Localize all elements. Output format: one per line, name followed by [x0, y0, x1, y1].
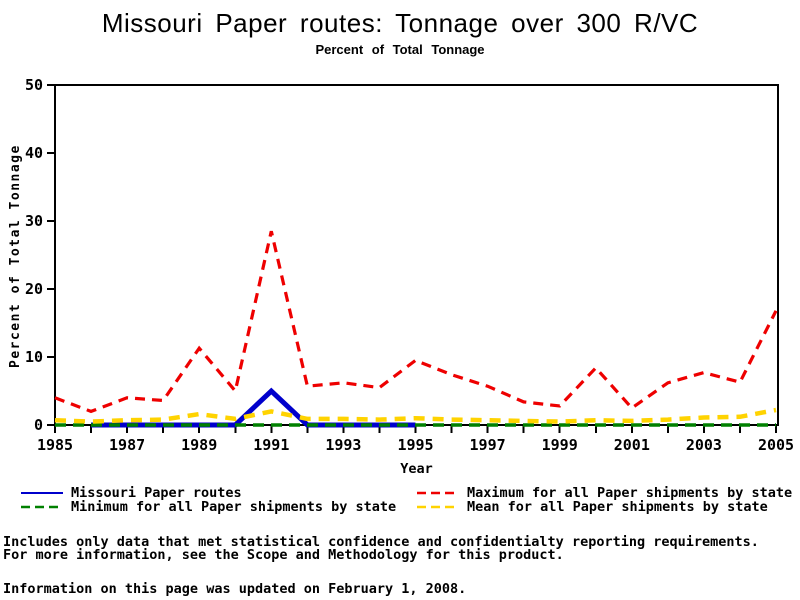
series-line-mean-for-all-paper-shipments-by-state	[54, 407, 777, 424]
y-tick-label-50: 50	[25, 76, 43, 94]
legend-swatch-minimum-line	[21, 505, 63, 509]
y-tick-label-10: 10	[25, 348, 43, 366]
legend-label-mean: Mean for all Paper shipments by state	[467, 499, 768, 515]
legend-label-missouri: Missouri Paper routes	[71, 485, 242, 501]
y-tick-label-0: 0	[34, 416, 43, 434]
x-tick-label-1999: 1999	[542, 436, 578, 454]
y-axis-label: Percent of Total Tonnage	[8, 144, 23, 368]
legend-swatch-missouri-line	[21, 492, 63, 494]
x-tick-label-1995: 1995	[397, 436, 433, 454]
legend-item-maximum: Maximum for all Paper shipments by state	[416, 485, 793, 501]
x-tick-label-1987: 1987	[109, 436, 145, 454]
footer-note-line2: For more information, see the Scope and …	[3, 547, 564, 563]
x-tick-label-2001: 2001	[614, 436, 650, 454]
legend-label-maximum: Maximum for all Paper shipments by state	[467, 485, 793, 501]
legend-item-missouri-paper-routes: Missouri Paper routes	[20, 485, 242, 501]
chart-title: Missouri Paper routes: Tonnage over 300 …	[101, 8, 699, 38]
legend-swatch-maximum-line	[417, 491, 459, 495]
x-tick-label-2005: 2005	[758, 436, 794, 454]
legend-label-minimum: Minimum for all Paper shipments by state	[71, 499, 397, 515]
x-tick-label-1997: 1997	[470, 436, 506, 454]
x-axis-label: Year	[400, 461, 433, 477]
y-tick-label-30: 30	[25, 212, 43, 230]
plot-area: 1985 1987 1989 1991 1993 1995 1997 1999 2001 2003…	[25, 76, 794, 454]
x-tick-label-2003: 2003	[686, 436, 722, 454]
footer-updated-line: Information on this page was updated on …	[3, 581, 467, 597]
x-tick-label-1989: 1989	[181, 436, 217, 454]
y-tick-label-20: 20	[25, 280, 43, 298]
x-tick-label-1991: 1991	[253, 436, 289, 454]
plot-frame	[54, 84, 779, 426]
series-line-maximum-for-all-paper-shipments-by-state	[54, 230, 778, 414]
legend-swatch-mean-line	[417, 505, 459, 509]
footer-note-line1: Includes only data that met statistical …	[3, 534, 759, 550]
x-tick-label-1985: 1985	[37, 436, 73, 454]
legend-item-minimum: Minimum for all Paper shipments by state	[20, 499, 397, 515]
y-tick-label-40: 40	[25, 144, 43, 162]
chart-subtitle: Percent of Total Tonnage	[315, 42, 485, 57]
legend-item-mean: Mean for all Paper shipments by state	[416, 499, 768, 515]
x-tick-label-1993: 1993	[325, 436, 361, 454]
